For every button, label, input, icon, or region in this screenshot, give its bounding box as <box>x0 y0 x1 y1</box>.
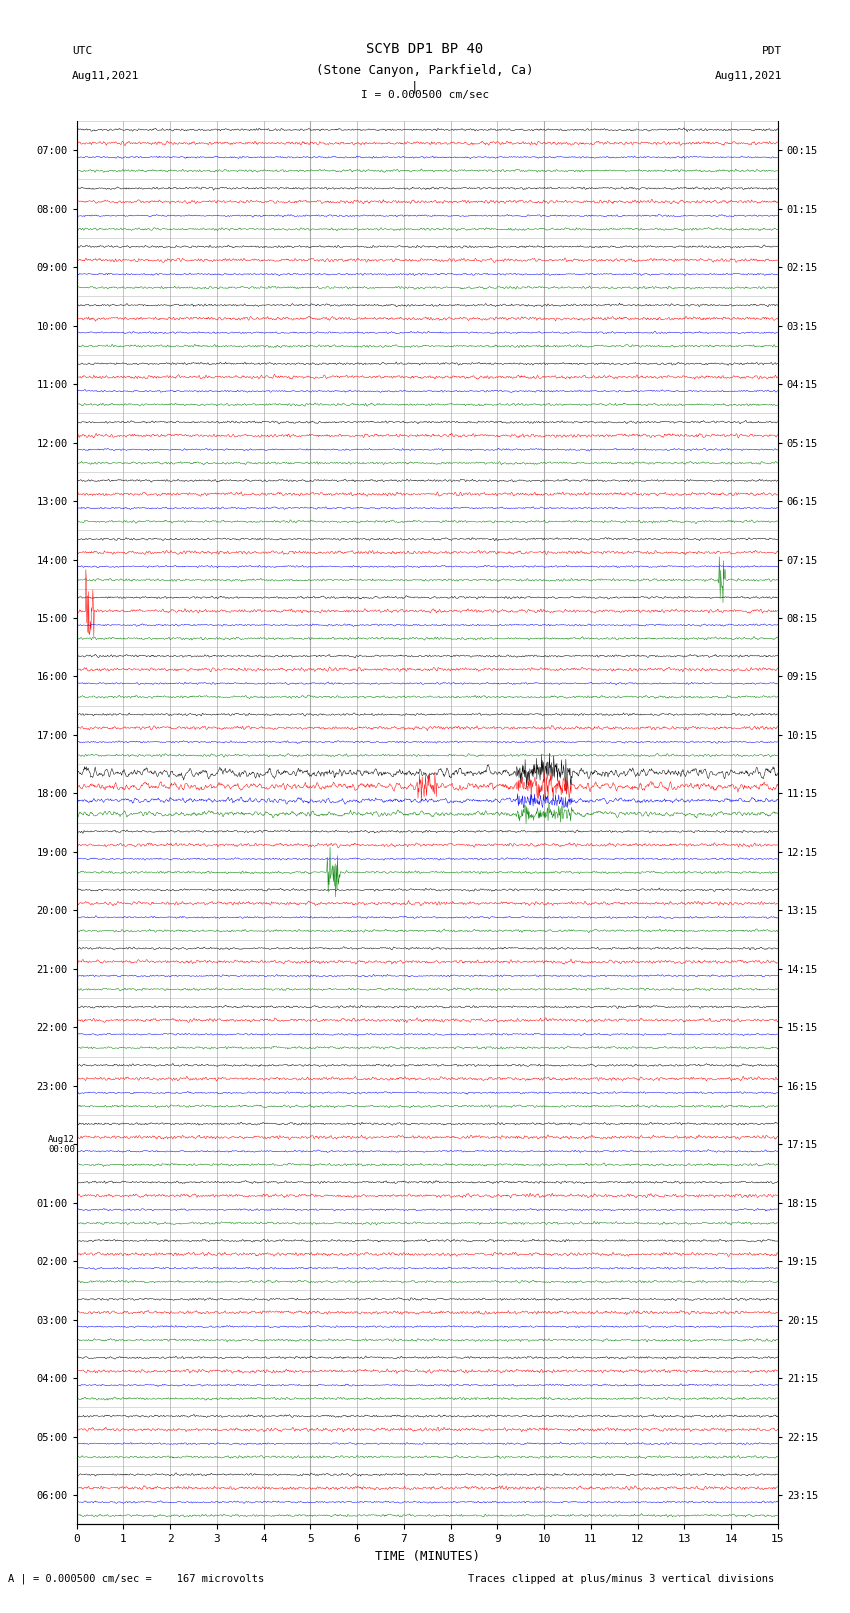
Text: Traces clipped at plus/minus 3 vertical divisions: Traces clipped at plus/minus 3 vertical … <box>468 1574 774 1584</box>
Text: PDT: PDT <box>762 47 782 56</box>
Text: |: | <box>411 81 418 94</box>
X-axis label: TIME (MINUTES): TIME (MINUTES) <box>375 1550 479 1563</box>
Text: Aug12
00:00: Aug12 00:00 <box>48 1134 75 1153</box>
Text: SCYB DP1 BP 40: SCYB DP1 BP 40 <box>366 42 484 56</box>
Text: A | = 0.000500 cm/sec =    167 microvolts: A | = 0.000500 cm/sec = 167 microvolts <box>8 1573 264 1584</box>
Text: Aug11,2021: Aug11,2021 <box>715 71 782 81</box>
Text: Aug11,2021: Aug11,2021 <box>72 71 139 81</box>
Text: UTC: UTC <box>72 47 93 56</box>
Text: (Stone Canyon, Parkfield, Ca): (Stone Canyon, Parkfield, Ca) <box>316 65 534 77</box>
Text: I = 0.000500 cm/sec: I = 0.000500 cm/sec <box>361 90 489 100</box>
